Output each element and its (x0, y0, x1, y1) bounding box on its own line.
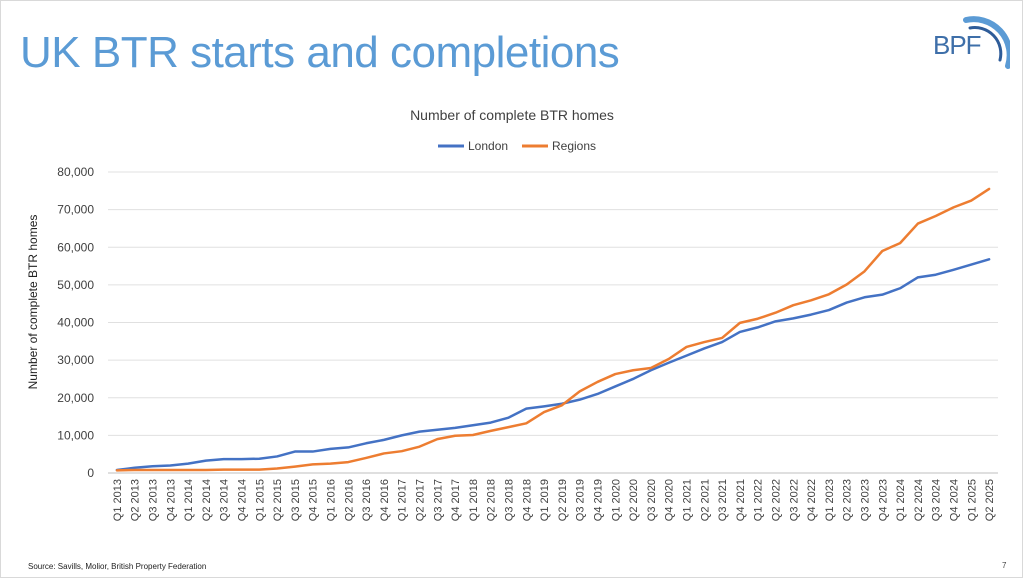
x-tick-label: Q1 2024 (895, 479, 907, 521)
x-tick-label: Q2 2021 (699, 479, 711, 521)
x-tick-label: Q4 2017 (450, 479, 462, 521)
chart-title: Number of complete BTR homes (410, 107, 614, 123)
x-tick-label: Q4 2021 (735, 479, 747, 521)
x-tick-label: Q4 2024 (949, 479, 961, 521)
x-tick-label: Q1 2017 (397, 479, 409, 521)
x-tick-label: Q1 2023 (824, 479, 836, 521)
x-tick-label: Q4 2018 (521, 479, 533, 521)
chart-legend: London Regions (438, 139, 596, 153)
y-axis-ticks: 0 10,000 20,000 30,000 40,000 50,000 60,000 70,… (57, 165, 94, 480)
bpf-logo-icon (963, 16, 1010, 69)
x-tick-label: Q3 2024 (931, 479, 943, 521)
y-tick-label: 80,000 (57, 165, 94, 179)
x-tick-label: Q4 2023 (877, 479, 889, 521)
x-tick-label: Q1 2014 (183, 479, 195, 521)
x-tick-label: Q4 2015 (308, 479, 320, 521)
chart-series (115, 187, 991, 472)
x-tick-label: Q1 2020 (610, 479, 622, 521)
x-tick-label: Q3 2020 (646, 479, 658, 521)
x-tick-label: Q3 2013 (148, 479, 160, 521)
x-tick-label: Q1 2022 (753, 479, 765, 521)
x-tick-label: Q1 2016 (326, 479, 338, 521)
y-tick-label: 10,000 (57, 428, 94, 442)
x-tick-label: Q1 2015 (254, 479, 266, 521)
x-tick-label: Q3 2018 (504, 479, 516, 521)
x-tick-label: Q1 2021 (682, 479, 694, 521)
x-tick-label: Q2 2020 (628, 479, 640, 521)
x-tick-label: Q3 2016 (361, 479, 373, 521)
x-tick-label: Q1 2019 (539, 479, 551, 521)
page-title: UK BTR starts and completions (20, 28, 620, 77)
y-tick-label: 60,000 (57, 240, 94, 254)
x-tick-label: Q3 2022 (788, 479, 800, 521)
x-tick-label: Q4 2014 (237, 479, 249, 521)
page-number: 7 (1002, 561, 1007, 570)
x-tick-label: Q3 2019 (575, 479, 587, 521)
x-tick-label: Q1 2013 (112, 479, 124, 521)
y-tick-label: 70,000 (57, 203, 94, 217)
y-axis-label: Number of complete BTR homes (26, 215, 40, 390)
y-tick-label: 30,000 (57, 353, 94, 367)
x-tick-label: Q3 2014 (219, 479, 231, 521)
chart-gridlines (108, 171, 998, 474)
x-tick-label: Q1 2018 (468, 479, 480, 521)
x-tick-label: Q2 2025 (984, 479, 996, 521)
x-tick-label: Q4 2016 (379, 479, 391, 521)
x-tick-label: Q2 2014 (201, 479, 213, 521)
x-tick-label: Q2 2013 (130, 479, 142, 521)
x-tick-label: Q2 2022 (771, 479, 783, 521)
logo-arc-inner (968, 26, 1003, 62)
x-tick-label: Q2 2017 (415, 479, 427, 521)
series-line-london (115, 258, 991, 472)
x-tick-label: Q2 2019 (557, 479, 569, 521)
x-tick-label: Q4 2022 (806, 479, 818, 521)
series-line-regions (115, 187, 991, 472)
x-tick-label: Q2 2018 (486, 479, 498, 521)
y-tick-label: 0 (87, 466, 94, 480)
y-tick-label: 50,000 (57, 278, 94, 292)
y-tick-label: 20,000 (57, 391, 94, 405)
y-tick-label: 40,000 (57, 316, 94, 330)
x-axis-ticks: Q1 2013 Q2 2013 Q3 2013 Q4 2013 Q1 2014 Q2 20… (112, 479, 996, 521)
x-tick-label: Q1 2025 (966, 479, 978, 521)
legend-label-regions: Regions (552, 139, 596, 153)
x-tick-label: Q4 2013 (165, 479, 177, 521)
x-tick-label: Q3 2015 (290, 479, 302, 521)
x-tick-label: Q3 2017 (432, 479, 444, 521)
logo-arc-outer (963, 16, 1010, 69)
x-tick-label: Q2 2016 (343, 479, 355, 521)
source-note: Source: Savills, Molior, British Propert… (28, 562, 207, 571)
x-tick-label: Q3 2023 (860, 479, 872, 521)
x-tick-label: Q2 2015 (272, 479, 284, 521)
x-tick-label: Q4 2019 (593, 479, 605, 521)
logo-text: BPF (933, 30, 982, 60)
x-tick-label: Q2 2024 (913, 479, 925, 521)
x-tick-label: Q4 2020 (664, 479, 676, 521)
x-tick-label: Q3 2021 (717, 479, 729, 521)
x-tick-label: Q2 2023 (842, 479, 854, 521)
legend-label-london: London (468, 139, 508, 153)
